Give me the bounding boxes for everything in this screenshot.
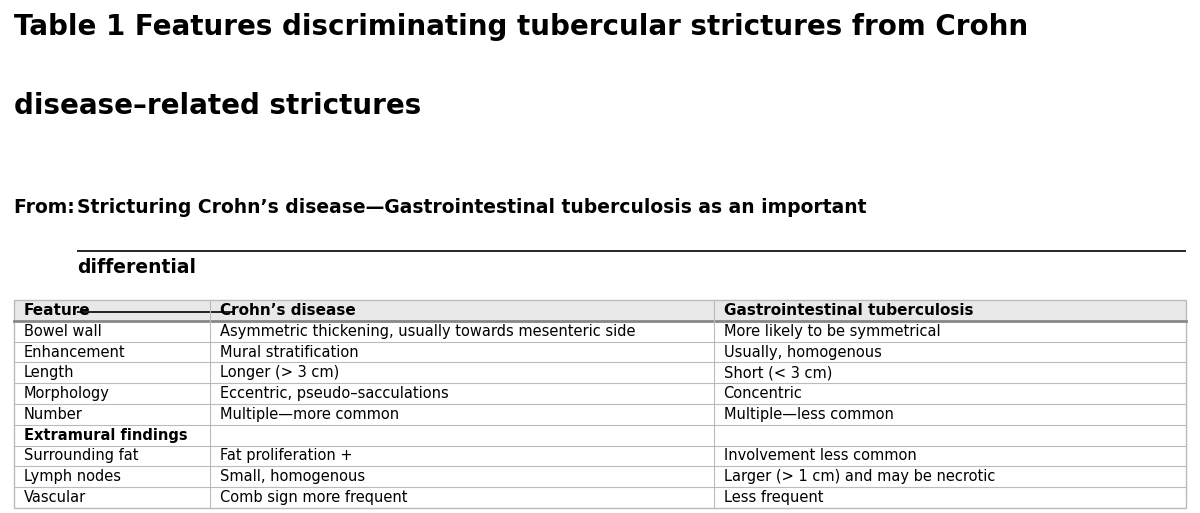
Text: Multiple—less common: Multiple—less common xyxy=(724,407,894,422)
Text: Involvement less common: Involvement less common xyxy=(724,448,917,463)
Text: Feature: Feature xyxy=(24,303,91,318)
Text: From:: From: xyxy=(14,198,82,216)
Text: Gastrointestinal tuberculosis: Gastrointestinal tuberculosis xyxy=(724,303,973,318)
Text: Comb sign more frequent: Comb sign more frequent xyxy=(220,490,407,505)
Text: Enhancement: Enhancement xyxy=(24,345,126,360)
Text: Length: Length xyxy=(24,365,74,380)
Text: Small, homogenous: Small, homogenous xyxy=(220,469,365,484)
Text: differential: differential xyxy=(77,258,196,277)
Text: Usually, homogenous: Usually, homogenous xyxy=(724,345,882,360)
Text: Fat proliferation +: Fat proliferation + xyxy=(220,448,352,463)
Text: Larger (> 1 cm) and may be necrotic: Larger (> 1 cm) and may be necrotic xyxy=(724,469,995,484)
Text: Surrounding fat: Surrounding fat xyxy=(24,448,138,463)
Text: Table 1 Features discriminating tubercular strictures from Crohn: Table 1 Features discriminating tubercul… xyxy=(14,13,1028,41)
Text: Lymph nodes: Lymph nodes xyxy=(24,469,121,484)
Text: Eccentric, pseudo–sacculations: Eccentric, pseudo–sacculations xyxy=(220,386,449,401)
Text: Bowel wall: Bowel wall xyxy=(24,324,102,339)
Text: Multiple—more common: Multiple—more common xyxy=(220,407,398,422)
Bar xyxy=(14,300,1186,321)
Text: Less frequent: Less frequent xyxy=(724,490,823,505)
Text: Crohn’s disease: Crohn’s disease xyxy=(220,303,355,318)
Text: Short (< 3 cm): Short (< 3 cm) xyxy=(724,365,832,380)
Text: Morphology: Morphology xyxy=(24,386,110,401)
Text: Extramural findings: Extramural findings xyxy=(24,428,187,443)
Text: disease–related strictures: disease–related strictures xyxy=(14,92,421,121)
Text: More likely to be symmetrical: More likely to be symmetrical xyxy=(724,324,941,339)
Text: Longer (> 3 cm): Longer (> 3 cm) xyxy=(220,365,338,380)
Text: Stricturing Crohn’s disease—Gastrointestinal tuberculosis as an important: Stricturing Crohn’s disease—Gastrointest… xyxy=(77,198,866,216)
Text: Mural stratification: Mural stratification xyxy=(220,345,359,360)
Text: Vascular: Vascular xyxy=(24,490,86,505)
Text: Asymmetric thickening, usually towards mesenteric side: Asymmetric thickening, usually towards m… xyxy=(220,324,635,339)
Text: Concentric: Concentric xyxy=(724,386,803,401)
Text: Number: Number xyxy=(24,407,83,422)
Bar xyxy=(14,300,1186,508)
